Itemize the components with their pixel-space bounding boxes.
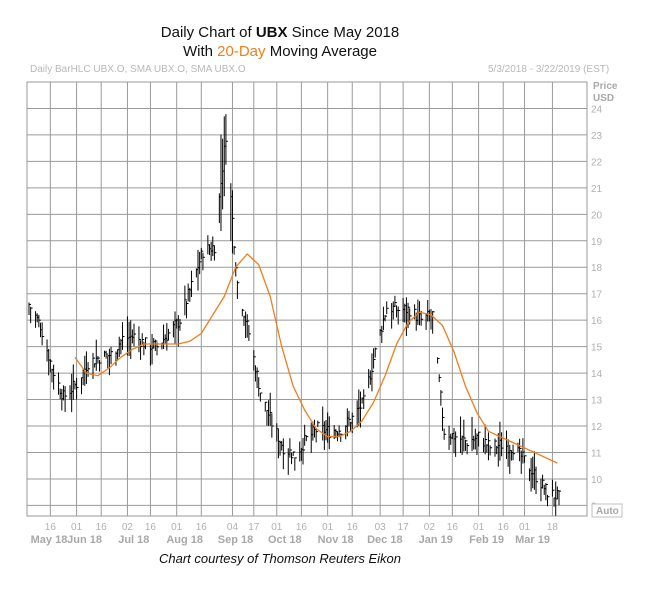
y-tick-label: 16	[591, 316, 603, 327]
x-month-label: Feb 19	[469, 534, 504, 546]
y-tick-label: 22	[591, 157, 603, 168]
x-tick-label: 01	[473, 522, 485, 533]
title-ticker: UBX	[255, 24, 288, 41]
chart-credit: Chart courtesy of Thomson Reuters Eikon	[158, 551, 402, 566]
subtitle-suffix: Moving Average	[265, 43, 377, 60]
x-tick-label: 16	[45, 522, 57, 533]
y-tick-label: 15	[591, 343, 603, 354]
subtitle-prefix: With	[183, 43, 218, 60]
sma-line	[74, 253, 558, 464]
x-axis: 16 01 16 02 16 01 16 04 17 01 16 01 16 03 17 02 16 01 16 01…	[31, 522, 559, 546]
x-tick-label: 17	[248, 522, 260, 533]
chart-grid	[26, 81, 588, 517]
y-tick-label: 19	[591, 237, 603, 248]
x-tick-label: 18	[547, 522, 559, 533]
auto-button[interactable]: Auto	[591, 503, 623, 518]
x-month-label: Jan 19	[419, 534, 453, 546]
x-tick-label: 16	[96, 522, 108, 533]
y-tick-label: 13	[591, 396, 603, 407]
x-month-label: Jun 18	[67, 534, 102, 546]
price-bars	[28, 114, 561, 516]
x-tick-label: 01	[71, 522, 83, 533]
price-axis-label: Price	[593, 81, 618, 92]
x-tick-label: 16	[347, 522, 359, 533]
title-suffix: Since May 2018	[287, 24, 400, 41]
x-tick-label: 01	[271, 522, 283, 533]
y-tick-label: 10	[591, 475, 603, 486]
y-tick-label: 12	[591, 422, 603, 433]
x-month-label: Sep 18	[218, 534, 253, 546]
x-month-label: Mar 19	[515, 534, 550, 546]
x-month-label: Nov 18	[318, 534, 354, 546]
x-tick-label: 16	[145, 522, 157, 533]
currency-axis-label: USD	[593, 93, 614, 104]
price-chart: 9101112131415161718192021222324 16011602…	[26, 81, 623, 546]
x-month-label: May 18	[31, 534, 68, 546]
chart-title-line-1: Daily Chart of UBX Since May 2018	[0, 24, 560, 41]
y-axis: 9101112131415161718192021222324	[591, 104, 603, 512]
date-range-header: 5/3/2018 - 3/22/2019 (EST)	[488, 64, 610, 75]
y-tick-label: 14	[591, 369, 603, 380]
x-tick-label: 02	[122, 522, 134, 533]
x-month-label: Aug 18	[166, 534, 203, 546]
x-tick-label: 16	[447, 522, 459, 533]
x-tick-label: 16	[296, 522, 308, 533]
x-month-label: Oct 18	[268, 534, 302, 546]
x-tick-label: 01	[519, 522, 531, 533]
x-tick-label: 16	[498, 522, 510, 533]
chart-title-line-2: With 20-Day Moving Average	[0, 43, 560, 60]
x-tick-label: 02	[424, 522, 436, 533]
x-tick-label: 16	[196, 522, 208, 533]
x-tick-label: 01	[322, 522, 334, 533]
y-tick-label: 24	[591, 104, 603, 115]
series-header: Daily BarHLC UBX.O, SMA UBX.O, SMA UBX.O	[30, 64, 246, 75]
plot-frame	[26, 81, 588, 517]
y-tick-label: 23	[591, 131, 603, 142]
y-tick-label: 18	[591, 263, 603, 274]
subtitle-highlight: 20-Day	[217, 43, 266, 60]
x-month-label: Jul 18	[118, 534, 149, 546]
auto-button-frame	[591, 503, 623, 518]
x-tick-label: 04	[227, 522, 239, 533]
y-tick-label: 11	[591, 448, 602, 459]
x-tick-label: 17	[398, 522, 410, 533]
x-tick-label: 03	[375, 522, 387, 533]
auto-button-label: Auto	[596, 506, 619, 517]
y-tick-label: 21	[591, 184, 603, 195]
y-tick-label: 17	[591, 290, 603, 301]
y-tick-label: 20	[591, 210, 603, 221]
title-prefix: Daily Chart of	[160, 24, 256, 41]
x-month-label: Dec 18	[367, 534, 402, 546]
x-tick-label: 01	[171, 522, 183, 533]
